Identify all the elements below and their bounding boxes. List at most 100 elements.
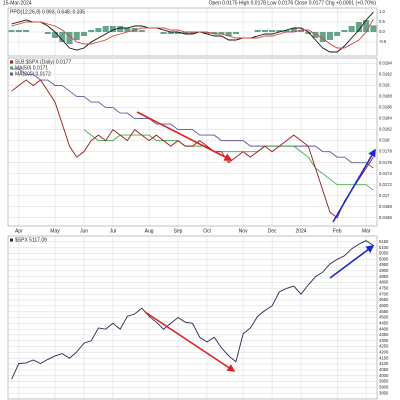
histogram-bar: [95, 28, 102, 32]
histogram-bar: [88, 30, 95, 32]
histogram-bar: [44, 32, 51, 34]
histogram-bar: [175, 32, 182, 34]
y-tick-label: 4900: [379, 268, 389, 273]
histogram-bar: [160, 32, 167, 34]
x-tick-label: Mar: [362, 228, 371, 234]
histogram-bar: [305, 32, 312, 34]
plot-area: 1.0 0.5 0.0 -0.5 PPO(12,26,9) 0.993, 0.648, …: [7, 7, 392, 400]
date: 15-Mar-2024: [3, 0, 32, 6]
histogram-bar: [290, 28, 297, 32]
x-tick-label: Feb: [333, 228, 342, 234]
histogram-bar: [341, 30, 348, 32]
histogram-bar: [312, 32, 319, 38]
y-tick-label: 5000: [379, 256, 389, 261]
series-line: [83, 129, 374, 191]
y-tick-label: 3850: [379, 390, 389, 395]
arrow: [329, 245, 375, 279]
histogram-bar: [298, 30, 305, 32]
x-tick-label: Dec: [268, 228, 277, 234]
arrow: [144, 311, 236, 372]
histogram-bar: [73, 32, 80, 40]
histogram-bar: [355, 22, 362, 32]
x-tick-label: 2024: [295, 228, 306, 234]
histogram-bar: [59, 32, 66, 42]
y-tick-label: 0.0184: [379, 116, 392, 121]
x-tick-label: Jun: [80, 228, 88, 234]
y-tick-label: 4000: [379, 373, 389, 378]
x-tick-label: Jul: [110, 228, 116, 234]
y-tick-label: 0.0174: [379, 171, 392, 176]
x-tick-label: May: [50, 228, 60, 234]
histogram-bar: [124, 28, 131, 32]
y-tick-label: 3900: [379, 384, 389, 389]
y-tick-label: 0.0194: [379, 61, 392, 66]
legend-label: $SPX 5117.09: [15, 237, 47, 243]
histogram-bar: [80, 32, 87, 36]
histogram-bar: [23, 30, 30, 32]
series-line: [11, 240, 374, 380]
y-tick-label: 4350: [379, 332, 389, 337]
panel-title: PPO(12,26,9) 0.993, 0.648, 0.335: [10, 9, 85, 15]
histogram-bar: [370, 25, 377, 32]
y-tick-label: 0.0192: [379, 72, 392, 77]
histogram-bar: [167, 32, 174, 34]
y-tick-label: 5100: [379, 245, 389, 250]
histogram-bar: [52, 32, 59, 38]
histogram-bar: [182, 32, 189, 34]
y-tick-label: 1.0: [379, 9, 385, 14]
y-tick-label: 0.0176: [379, 160, 392, 165]
histogram-bar: [225, 32, 232, 36]
y-tick-label: 0.0178: [379, 149, 392, 154]
histogram-bar: [138, 30, 145, 32]
y-tick-label: 0.0: [379, 29, 385, 34]
y-tick-label: -0.5: [379, 39, 387, 44]
legend-swatch: [10, 72, 13, 76]
histogram-bar: [326, 32, 333, 40]
histogram-bar: [117, 26, 124, 32]
histogram-bar: [102, 26, 109, 32]
y-tick-label: 0.0186: [379, 105, 392, 110]
y-tick-label: 4050: [379, 367, 389, 372]
series-line: [11, 79, 374, 219]
y-tick-label: 0.0182: [379, 127, 392, 132]
y-tick-label: 3950: [379, 379, 389, 384]
y-tick-label: 4650: [379, 297, 389, 302]
histogram-bar: [348, 26, 355, 32]
histogram-bar: [109, 26, 116, 32]
legend-swatch: [10, 66, 13, 70]
histogram-bar: [189, 32, 196, 34]
y-tick-label: 4600: [379, 303, 389, 308]
series-line: [11, 68, 374, 169]
y-tick-label: 0.018: [379, 138, 390, 143]
y-tick-label: 5150: [379, 239, 389, 244]
x-tick-label: Aug: [145, 228, 154, 234]
histogram-bar: [283, 30, 290, 32]
histogram-bar: [254, 30, 261, 32]
arrow: [136, 111, 233, 161]
histogram-bar: [363, 20, 370, 32]
y-tick-label: 4550: [379, 309, 389, 314]
histogram-bar: [218, 32, 225, 34]
legend-label: MA(50) 0.0171: [15, 65, 48, 71]
y-tick-label: 4200: [379, 350, 389, 355]
histogram-bar: [261, 30, 268, 32]
x-tick-label: Oct: [203, 228, 211, 234]
y-tick-label: 4300: [379, 338, 389, 343]
histogram-bar: [203, 32, 210, 34]
y-tick-label: 4950: [379, 262, 389, 267]
y-tick-label: 4750: [379, 286, 389, 291]
x-tick-label: Nov: [239, 228, 248, 234]
y-tick-label: 0.0188: [379, 94, 392, 99]
y-tick-label: 0.0172: [379, 182, 392, 187]
x-tick-label: Apr: [15, 228, 23, 234]
y-tick-label: 4100: [379, 361, 389, 366]
y-tick-label: 4700: [379, 291, 389, 296]
y-tick-label: 5050: [379, 251, 389, 256]
histogram-bar: [211, 32, 218, 34]
histogram-bar: [15, 30, 22, 32]
x-tick-label: Sep: [174, 228, 183, 234]
histogram-bar: [66, 32, 73, 44]
y-tick-label: 0.0168: [379, 204, 392, 209]
